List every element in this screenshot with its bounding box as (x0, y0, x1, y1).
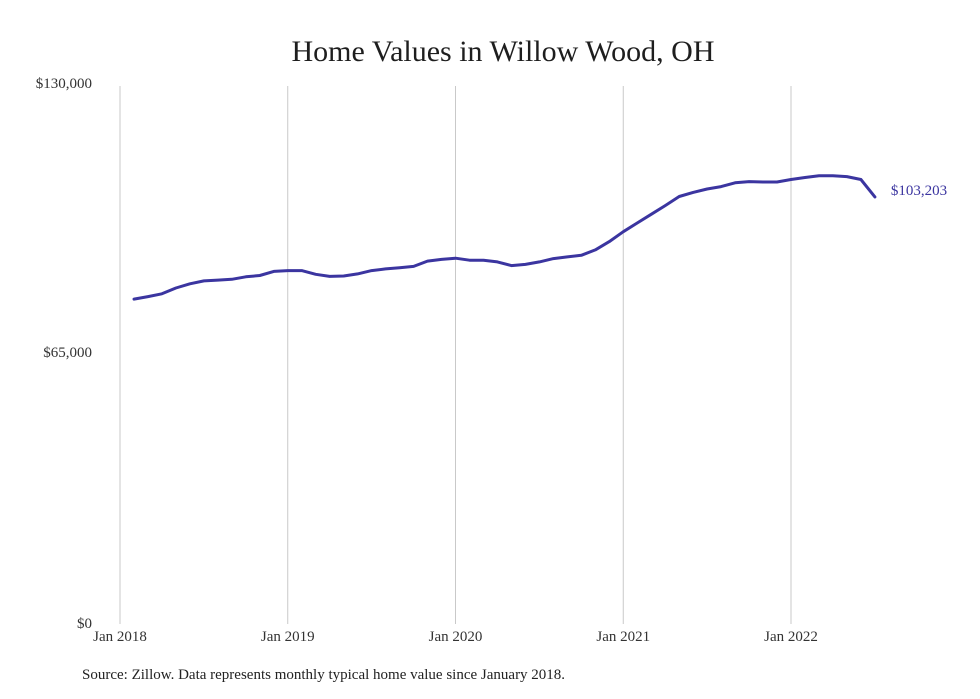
data-point (328, 275, 331, 278)
data-point (776, 181, 779, 184)
chart-title: Home Values in Willow Wood, OH (291, 35, 714, 68)
data-point (734, 181, 737, 184)
source-note: Source: Zillow. Data represents monthly … (82, 667, 566, 683)
data-point (342, 275, 345, 278)
x-tick-label: Jan 2021 (596, 629, 650, 645)
data-point (426, 260, 429, 263)
data-point (440, 258, 443, 261)
data-points (133, 174, 877, 300)
data-point (314, 273, 317, 276)
data-point (748, 180, 751, 183)
data-point (594, 248, 597, 251)
data-point (706, 188, 709, 191)
data-point (258, 274, 261, 277)
data-point (538, 260, 541, 263)
data-point (762, 181, 765, 184)
series-line (132, 174, 877, 301)
data-point (300, 269, 303, 272)
grid-lines (119, 86, 792, 624)
data-point (286, 269, 289, 272)
data-point (831, 174, 834, 177)
y-tick-label: $0 (77, 616, 92, 632)
data-point (566, 255, 569, 258)
data-point (482, 259, 485, 262)
series-group: $103,203 (132, 174, 947, 301)
x-tick-label: Jan 2022 (764, 629, 818, 645)
x-axis-ticks: Jan 2018 Jan 2019 Jan 2020 Jan 2021 Jan 2022 (93, 629, 818, 645)
data-point (845, 175, 848, 178)
data-point (580, 254, 583, 257)
data-point (398, 266, 401, 269)
data-point (188, 282, 191, 285)
data-point (230, 278, 233, 281)
data-point (370, 269, 373, 272)
y-axis-ticks: $0 $65,000 $130,000 (36, 76, 92, 632)
data-point (636, 222, 639, 225)
data-point (384, 267, 387, 270)
data-point (468, 259, 471, 262)
data-point (608, 240, 611, 243)
data-point (356, 272, 359, 275)
data-point (412, 265, 415, 268)
data-point (496, 260, 499, 263)
data-point (720, 185, 723, 188)
data-point (524, 263, 527, 266)
y-tick-label: $65,000 (43, 345, 92, 361)
data-point (804, 176, 807, 179)
data-point (202, 279, 205, 282)
data-point (147, 295, 150, 298)
data-point (873, 195, 876, 198)
data-point (859, 178, 862, 181)
data-point (216, 279, 219, 282)
y-tick-label: $130,000 (36, 76, 92, 92)
data-point (510, 264, 513, 267)
data-point (678, 195, 681, 198)
data-point (454, 257, 457, 260)
data-point (692, 191, 695, 194)
data-point (133, 298, 136, 301)
series-end-label: $103,203 (891, 183, 947, 199)
x-tick-label: Jan 2019 (261, 629, 315, 645)
data-point (160, 292, 163, 295)
data-point (790, 178, 793, 181)
x-tick-label: Jan 2018 (93, 629, 147, 645)
data-point (552, 257, 555, 260)
data-point (272, 270, 275, 273)
data-point (818, 174, 821, 177)
data-point (244, 275, 247, 278)
data-point (664, 204, 667, 207)
data-point (650, 213, 653, 216)
x-tick-label: Jan 2020 (429, 629, 483, 645)
data-point (622, 230, 625, 233)
data-point (174, 287, 177, 290)
